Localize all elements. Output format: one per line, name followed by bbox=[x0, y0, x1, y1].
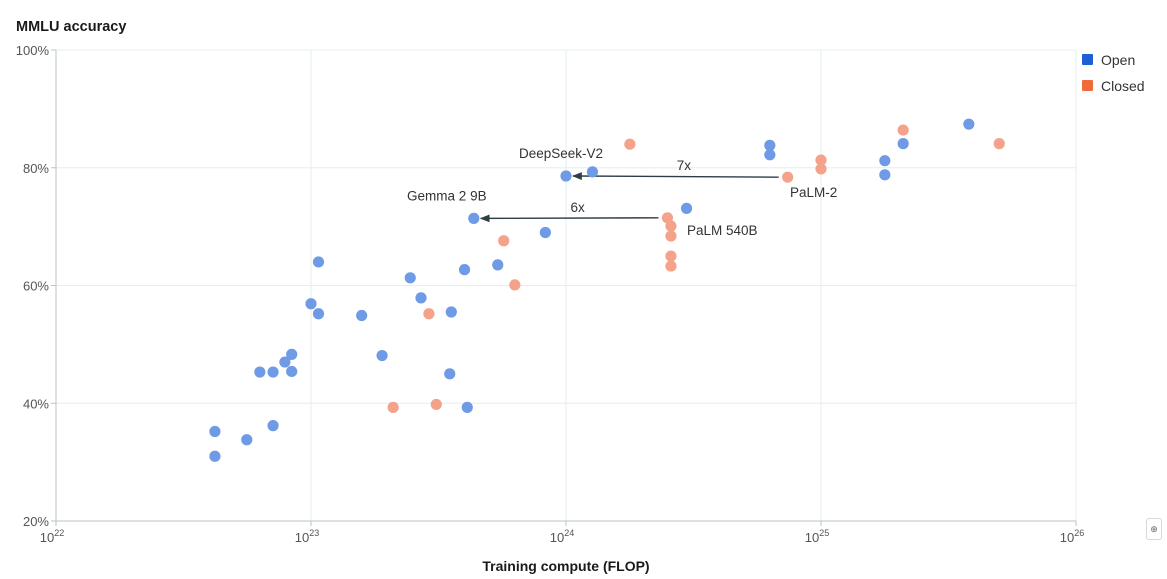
x-tick-label: 1023 bbox=[295, 528, 319, 545]
closed-data-point bbox=[815, 163, 827, 175]
y-tick-label: 80% bbox=[23, 161, 49, 176]
closed-data-point bbox=[782, 171, 794, 183]
open-data-point bbox=[267, 420, 279, 432]
open-data-point bbox=[458, 264, 471, 276]
x-tick-label: 1025 bbox=[805, 528, 829, 545]
annotation-label: DeepSeek-V2 bbox=[519, 146, 603, 161]
legend-swatch-open[interactable] bbox=[1082, 54, 1093, 65]
open-data-point bbox=[879, 155, 891, 167]
arrow-line bbox=[479, 214, 659, 223]
closed-data-point bbox=[624, 138, 636, 150]
closed-data-point bbox=[509, 279, 521, 291]
x-tick-label: 1022 bbox=[40, 528, 64, 545]
open-data-point bbox=[286, 365, 298, 378]
tick-labels: 20% 40% 60% 80% 100% 1022 1023 1024 1025 1026 bbox=[16, 43, 1084, 545]
annotation-label: PaLM 540B bbox=[687, 223, 758, 238]
open-data-point bbox=[209, 450, 221, 462]
chart-options-icon[interactable]: ⊕ bbox=[1146, 518, 1162, 540]
closed-data-point bbox=[665, 230, 677, 242]
open-data-point bbox=[680, 202, 693, 214]
x-tick-label: 1026 bbox=[1060, 528, 1084, 545]
open-data-point bbox=[764, 139, 776, 151]
open-data-point bbox=[415, 292, 427, 304]
open-data-point bbox=[445, 306, 457, 318]
open-data-point bbox=[897, 138, 909, 150]
open-data-point bbox=[312, 256, 325, 268]
y-tick-label: 100% bbox=[16, 43, 50, 58]
axes bbox=[51, 49, 1077, 526]
open-data-point bbox=[286, 348, 298, 360]
y-tick-label: 20% bbox=[23, 514, 49, 529]
y-tick-label: 60% bbox=[23, 279, 49, 294]
closed-data-point bbox=[498, 235, 510, 247]
open-data-point bbox=[279, 356, 291, 368]
legend-label-open[interactable]: Open bbox=[1101, 52, 1135, 68]
annotation-label: PaLM-2 bbox=[790, 185, 837, 200]
open-data-point bbox=[254, 366, 266, 378]
open-data-point bbox=[461, 401, 473, 413]
open-data-point bbox=[468, 212, 480, 224]
closed-data-point bbox=[387, 401, 399, 413]
data-points bbox=[209, 118, 1005, 462]
open-data-point bbox=[764, 149, 776, 161]
open-data-point bbox=[241, 434, 253, 446]
closed-data-point bbox=[423, 308, 435, 320]
x-axis-label: Training compute (FLOP) bbox=[482, 558, 649, 574]
open-data-point bbox=[356, 309, 368, 322]
open-data-point bbox=[376, 349, 388, 362]
gridlines bbox=[56, 49, 1077, 521]
x-tick-label: 1024 bbox=[550, 528, 574, 545]
open-data-point bbox=[539, 226, 551, 239]
arrow-label: 7x bbox=[677, 158, 692, 173]
annotation-label: Gemma 2 9B bbox=[407, 188, 487, 203]
open-data-point bbox=[879, 169, 891, 181]
closed-data-point bbox=[993, 138, 1005, 150]
closed-data-point bbox=[815, 154, 827, 166]
annotations: DeepSeek-V2 Gemma 2 9B PaLM-2 PaLM 540B bbox=[407, 146, 837, 238]
legend[interactable]: Open Closed bbox=[1082, 52, 1145, 94]
open-data-point bbox=[267, 366, 279, 378]
open-data-point bbox=[963, 118, 975, 130]
open-data-point bbox=[312, 308, 325, 320]
arrow-label: 6x bbox=[571, 200, 586, 215]
open-data-point bbox=[444, 368, 456, 380]
open-data-point bbox=[560, 170, 572, 182]
open-data-point bbox=[305, 298, 317, 310]
closed-data-point bbox=[665, 260, 677, 272]
legend-swatch-closed[interactable] bbox=[1082, 80, 1093, 91]
arrows: 7x 6x bbox=[479, 158, 779, 223]
closed-data-point bbox=[897, 124, 909, 136]
arrow-line bbox=[572, 172, 779, 180]
y-tick-label: 40% bbox=[23, 396, 49, 411]
open-data-point bbox=[404, 272, 416, 284]
open-data-point bbox=[209, 425, 221, 438]
closed-data-point bbox=[430, 398, 442, 411]
chart-title: MMLU accuracy bbox=[16, 19, 126, 35]
closed-data-point bbox=[665, 220, 677, 232]
open-data-point bbox=[586, 166, 599, 178]
open-data-point bbox=[492, 259, 504, 271]
closed-data-point bbox=[665, 250, 677, 262]
legend-label-closed[interactable]: Closed bbox=[1101, 78, 1145, 94]
